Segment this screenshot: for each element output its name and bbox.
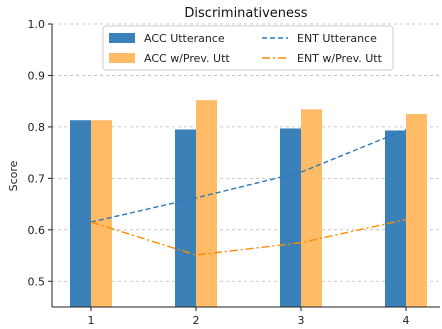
- x-tick-label: 1: [88, 314, 95, 327]
- bar: [175, 129, 196, 307]
- bar: [301, 109, 322, 307]
- bar: [196, 100, 217, 307]
- y-tick-label: 1.0: [28, 18, 46, 31]
- bar: [406, 114, 427, 307]
- bar: [91, 120, 112, 307]
- series-line: [90, 128, 407, 223]
- legend-label: ACC Utterance: [144, 32, 225, 45]
- grid: [52, 23, 440, 282]
- legend-box: [102, 25, 394, 71]
- y-tick-label: 0.9: [28, 69, 46, 82]
- bars: [70, 100, 427, 307]
- lines: [90, 128, 407, 256]
- chart-title: Discriminativeness: [184, 6, 307, 21]
- axes: 0.5 0.6 0.7 0.8 0.9 1.0 1 2 3 4: [28, 18, 440, 327]
- x-tick-label: 3: [298, 314, 305, 327]
- legend-label: ENT Utterance: [297, 32, 377, 45]
- y-tick-label: 0.5: [28, 275, 46, 288]
- y-tick-label: 0.7: [28, 172, 46, 185]
- y-axis-label: Score: [7, 160, 20, 191]
- x-tick-label: 2: [193, 314, 200, 327]
- legend-label: ACC w/Prev. Utt: [144, 52, 230, 65]
- y-tick-label: 0.8: [28, 121, 46, 134]
- legend-swatch: [109, 33, 135, 43]
- legend-label: ENT w/Prev. Utt: [297, 52, 383, 65]
- bar: [385, 130, 406, 307]
- bar: [280, 128, 301, 307]
- legend: ACC Utterance ACC w/Prev. Utt ENT Utteranc…: [102, 25, 394, 71]
- y-tick-label: 0.6: [28, 224, 46, 237]
- x-tick-label: 4: [403, 314, 410, 327]
- bar: [70, 120, 91, 307]
- legend-swatch: [109, 53, 135, 63]
- series-line: [90, 218, 407, 256]
